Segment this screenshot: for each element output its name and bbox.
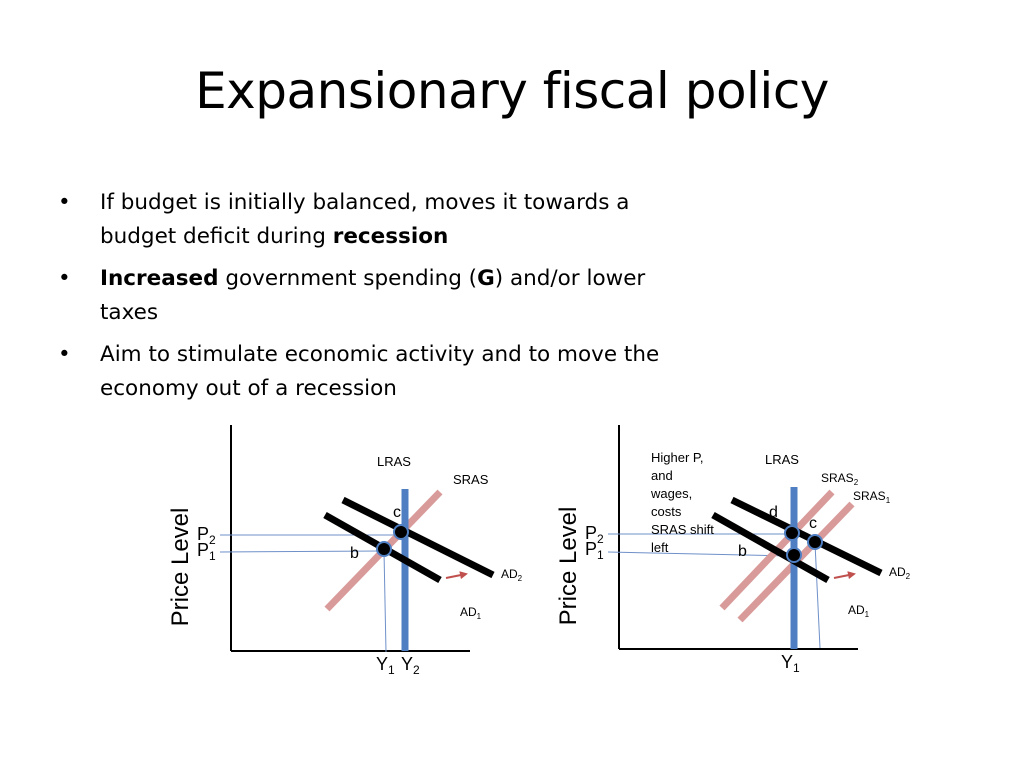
bullet-item: Aim to stimulate economic activity and t… <box>58 338 678 406</box>
p1-guide-line <box>607 551 794 557</box>
equilibrium-point-b <box>786 547 802 563</box>
p1-label: P1 <box>585 539 604 562</box>
lras-label: LRAS <box>765 452 799 467</box>
point-b-label: b <box>738 543 747 560</box>
point-c-label: c <box>393 504 401 521</box>
slide-title: Expansionary fiscal policy <box>195 62 829 120</box>
diagram-1: Price Level LRAS SRAS c b P2 P1 AD2 AD1 … <box>167 425 523 677</box>
ad2-label: AD2 <box>889 565 911 581</box>
bullet-list: If budget is initially balanced, moves i… <box>58 186 678 414</box>
equilibrium-point-b <box>376 541 392 557</box>
bold-text: recession <box>332 224 449 249</box>
ad-shift-arrow <box>445 571 468 580</box>
ad2-curve <box>341 496 495 579</box>
point-b-label: b <box>350 545 359 562</box>
diagram-2: Price Level Higher P, and wages, costs S… <box>555 425 911 675</box>
sras2-label: SRAS2 <box>821 471 859 487</box>
bold-text: G <box>477 266 495 291</box>
y-axis-label: Price Level <box>555 507 582 626</box>
y1-guide-line <box>383 550 387 653</box>
equilibrium-point-d <box>784 525 800 541</box>
p1-label: P1 <box>197 540 216 563</box>
point-c-label: c <box>809 515 817 532</box>
ad1-curve <box>711 511 830 584</box>
text-run: ) and/or lower taxes <box>100 266 646 325</box>
p2-label: P2 <box>585 523 604 546</box>
ad2-curve <box>730 496 883 577</box>
bullet-item: Increased government spending (G) and/or… <box>58 262 678 330</box>
y-axis-label: Price Level <box>167 508 194 627</box>
equilibrium-point-c <box>393 524 409 540</box>
sras1-label: SRAS1 <box>853 489 891 505</box>
y1-label: Y1 <box>781 652 800 675</box>
lras-label: LRAS <box>377 454 411 469</box>
point-d-label: d <box>769 504 778 521</box>
bullet-item: If budget is initially balanced, moves i… <box>58 186 678 254</box>
ad2-label: AD2 <box>501 567 523 583</box>
p2-label: P2 <box>197 524 216 547</box>
bold-text: Increased <box>100 266 219 291</box>
sras-shift-note: Higher P, and wages, costs SRAS shift le… <box>650 450 717 555</box>
text-run: government spending ( <box>218 266 478 291</box>
sras-label: SRAS <box>453 472 489 487</box>
ad1-label: AD1 <box>848 603 870 619</box>
y1-label: Y1 <box>376 654 395 677</box>
ad1-label: AD1 <box>460 605 482 621</box>
text-run: If budget is initially balanced, moves i… <box>100 190 630 249</box>
text-run: Aim to stimulate economic activity and t… <box>100 342 660 401</box>
p1-guide-line <box>219 550 385 553</box>
ad-shift-arrow <box>833 571 856 580</box>
equilibrium-point-c <box>807 534 823 550</box>
y2-guide-line <box>814 542 821 649</box>
y2-label: Y2 <box>401 654 420 677</box>
